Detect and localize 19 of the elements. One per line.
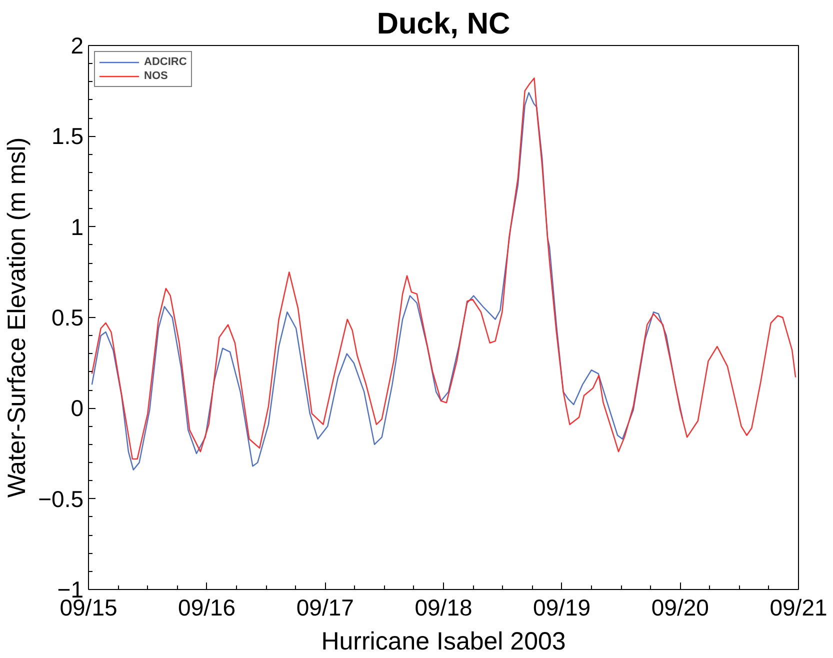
y-tick-label: 0	[70, 395, 84, 422]
x-tick-label: 09/16	[178, 594, 236, 620]
x-tick-label: 09/20	[651, 594, 709, 620]
x-axis-title: Hurricane Isabel 2003	[321, 628, 566, 656]
line-series	[91, 78, 796, 460]
y-tick-label: −0.5	[38, 486, 84, 512]
y-tick-label: 1.5	[52, 123, 84, 150]
legend-label: NOS	[144, 70, 168, 82]
y-tick-label: 0.5	[52, 304, 84, 330]
x-tick-label: 09/18	[414, 594, 472, 620]
y-axis-title: Water-Surface Elevation (m msl)	[3, 137, 32, 498]
y-tick-label: 1	[70, 214, 84, 240]
x-tick-label: 09/17	[296, 594, 354, 620]
legend-label: ADCIRC	[144, 56, 187, 68]
x-tick-label: 09/21	[770, 594, 828, 620]
line-series	[91, 92, 684, 470]
x-tick-label: 09/19	[533, 594, 591, 620]
y-tick-label: 2	[70, 32, 84, 58]
chart-title: Duck, NC	[376, 8, 510, 40]
